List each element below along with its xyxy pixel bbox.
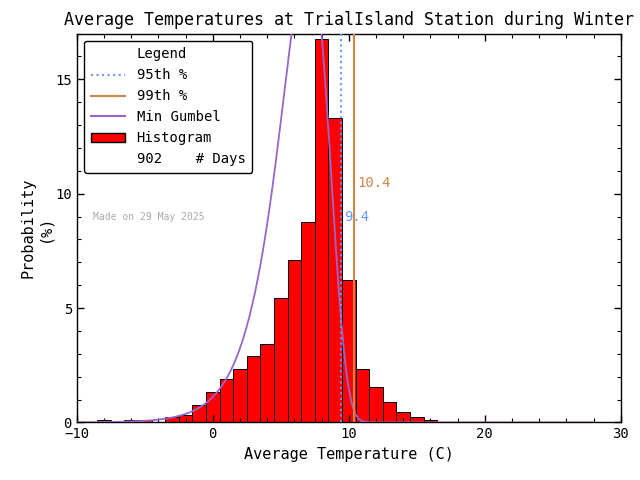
Bar (233, 369, 247, 422)
Text: 10.4: 10.4 (358, 176, 391, 190)
Bar (410, 418, 424, 422)
Bar (97, 420, 111, 422)
Bar (396, 412, 410, 422)
Bar (138, 420, 152, 422)
Bar (287, 260, 301, 422)
Bar (193, 405, 206, 422)
X-axis label: Average Temperature (C): Average Temperature (C) (244, 447, 454, 462)
Bar (424, 420, 437, 422)
Bar (301, 222, 315, 422)
Bar (206, 392, 220, 422)
Bar (274, 298, 287, 422)
Bar (342, 280, 356, 422)
Bar (328, 118, 342, 422)
Bar (165, 418, 179, 422)
Bar (356, 369, 369, 422)
Bar (247, 356, 260, 422)
Bar (179, 415, 193, 422)
Title: Average Temperatures at TrialIsland Station during Winter: Average Temperatures at TrialIsland Stat… (64, 11, 634, 29)
Text: Made on 29 May 2025: Made on 29 May 2025 (93, 212, 205, 222)
Y-axis label: Probability
(%): Probability (%) (20, 178, 52, 278)
Bar (315, 38, 328, 422)
Bar (260, 344, 274, 422)
Bar (369, 387, 383, 422)
Bar (124, 420, 138, 422)
Bar (383, 402, 396, 422)
Legend: Legend, 95th %, 99th %, Min Gumbel, Histogram, 902    # Days: Legend, 95th %, 99th %, Min Gumbel, Hist… (84, 40, 252, 173)
Bar (220, 379, 233, 422)
Text: 9.4: 9.4 (344, 210, 369, 224)
